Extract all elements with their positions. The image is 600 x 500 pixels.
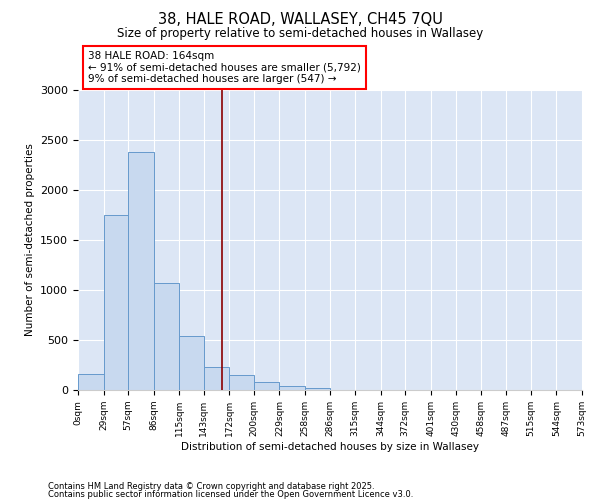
Y-axis label: Number of semi-detached properties: Number of semi-detached properties — [25, 144, 35, 336]
Bar — [179, 336, 204, 390]
Text: Contains public sector information licensed under the Open Government Licence v3: Contains public sector information licen… — [48, 490, 413, 499]
Text: 38 HALE ROAD: 164sqm
← 91% of semi-detached houses are smaller (5,792)
9% of sem: 38 HALE ROAD: 164sqm ← 91% of semi-detac… — [88, 51, 361, 84]
Bar — [254, 382, 280, 390]
Bar — [104, 215, 128, 390]
Text: 38, HALE ROAD, WALLASEY, CH45 7QU: 38, HALE ROAD, WALLASEY, CH45 7QU — [158, 12, 442, 28]
Bar — [128, 152, 154, 390]
Bar — [229, 375, 254, 390]
Text: Size of property relative to semi-detached houses in Wallasey: Size of property relative to semi-detach… — [117, 28, 483, 40]
Bar — [78, 374, 104, 390]
Bar — [154, 283, 179, 390]
Text: Contains HM Land Registry data © Crown copyright and database right 2025.: Contains HM Land Registry data © Crown c… — [48, 482, 374, 491]
Bar — [305, 388, 329, 390]
Bar — [280, 386, 305, 390]
X-axis label: Distribution of semi-detached houses by size in Wallasey: Distribution of semi-detached houses by … — [181, 442, 479, 452]
Bar — [204, 367, 229, 390]
